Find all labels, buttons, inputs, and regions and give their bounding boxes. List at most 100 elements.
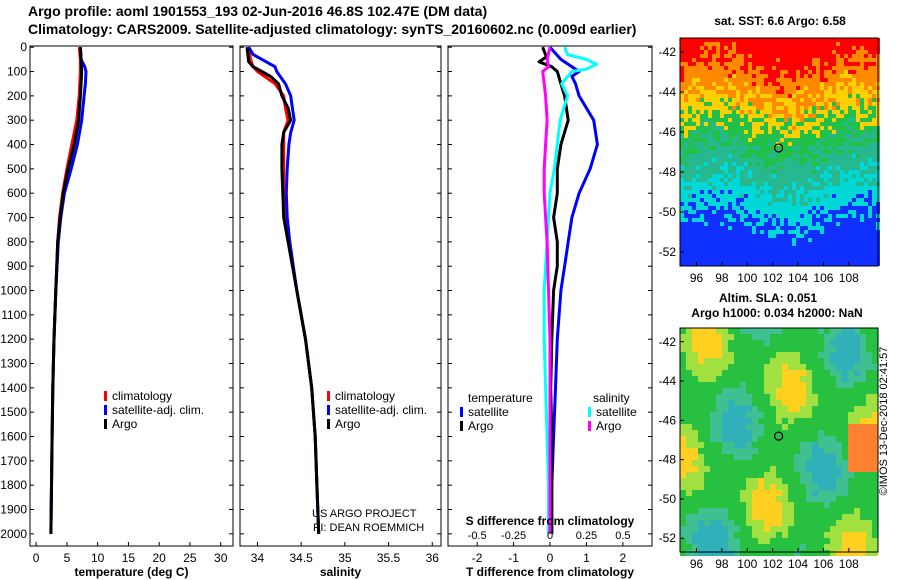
map-cell [712, 90, 716, 94]
map-cell [746, 520, 752, 526]
map-cell [744, 254, 748, 258]
map-cell [712, 82, 716, 86]
map-cell [734, 436, 740, 442]
map-cell [696, 226, 700, 230]
map-cell [776, 46, 780, 50]
map-cell [722, 478, 728, 484]
map-cell [864, 66, 868, 70]
map-cell [844, 42, 848, 46]
map-cell [780, 226, 784, 230]
map-cell [852, 58, 856, 62]
map-cell [818, 430, 824, 436]
map-cell [704, 544, 710, 550]
map-cell [688, 54, 692, 58]
map-cell [724, 134, 728, 138]
map-cell [848, 238, 852, 242]
map-cell [796, 218, 800, 222]
map-cell [788, 238, 792, 242]
map-cell [724, 70, 728, 74]
map-cell [724, 74, 728, 78]
map-cell [828, 102, 832, 106]
map-cell [828, 146, 832, 150]
map-cell [722, 346, 728, 352]
map-cell [848, 538, 854, 544]
map-cell [758, 520, 764, 526]
map-cell [852, 126, 856, 130]
map-cell [808, 250, 812, 254]
map-cell [872, 526, 878, 532]
map-cell [788, 550, 794, 556]
map-cell [856, 194, 860, 198]
map-cell [816, 222, 820, 226]
map-cell [696, 106, 700, 110]
map-cell [680, 226, 684, 230]
map-cell [776, 346, 782, 352]
map-cell [728, 210, 732, 214]
map-cell [788, 118, 792, 122]
lon-tick-label: 106 [813, 271, 833, 285]
map-cell [734, 364, 740, 370]
map-cell [872, 544, 878, 550]
map-cell [788, 78, 792, 82]
map-cell [832, 58, 836, 62]
map-cell [696, 82, 700, 86]
legend-label: climatology [112, 389, 172, 403]
map-cell [828, 222, 832, 226]
map-cell [758, 346, 764, 352]
map-cell [796, 94, 800, 98]
map-cell [800, 122, 804, 126]
map-cell [696, 62, 700, 66]
map-cell [852, 54, 856, 58]
map-cell [860, 110, 864, 114]
map-cell [710, 358, 716, 364]
map-cell [848, 50, 852, 54]
map-cell [796, 66, 800, 70]
map-cell [792, 102, 796, 106]
map-cell [808, 134, 812, 138]
map-cell [792, 150, 796, 154]
map-cell [808, 50, 812, 54]
map-cell [794, 538, 800, 544]
map-cell [722, 502, 728, 508]
map-cell [776, 250, 780, 254]
map-cell [782, 496, 788, 502]
map-cell [692, 400, 698, 406]
map-cell [788, 66, 792, 70]
map-cell [764, 382, 770, 388]
map-cell [828, 58, 832, 62]
map-cell [784, 238, 788, 242]
map-cell [756, 258, 760, 262]
map-cell [712, 114, 716, 118]
map-cell [836, 114, 840, 118]
map-cell [704, 58, 708, 62]
map-cell [844, 118, 848, 122]
x-tick-label: 30 [214, 551, 228, 565]
map-cell [680, 526, 686, 532]
map-cell [732, 198, 736, 202]
map-cell [704, 162, 708, 166]
map-cell [752, 238, 756, 242]
map-cell [818, 526, 824, 532]
map-cell [848, 162, 852, 166]
map-cell [812, 110, 816, 114]
map-cell [812, 134, 816, 138]
map-cell [768, 58, 772, 62]
map-cell [804, 250, 808, 254]
map-cell [748, 158, 752, 162]
map-cell [856, 74, 860, 78]
map-cell [680, 364, 686, 370]
map-cell [768, 258, 772, 262]
map-cell [740, 214, 744, 218]
map-cell [684, 258, 688, 262]
map-cell [708, 42, 712, 46]
map-cell [800, 38, 804, 42]
map-cell [686, 418, 692, 424]
map-cell [842, 526, 848, 532]
map-cell [794, 454, 800, 460]
map-cell [756, 58, 760, 62]
map-cell [692, 406, 698, 412]
map-cell [804, 78, 808, 82]
map-cell [804, 98, 808, 102]
sla-map-subtitle: Argo h1000: 0.034 h2000: NaN [691, 306, 862, 320]
map-cell [784, 98, 788, 102]
